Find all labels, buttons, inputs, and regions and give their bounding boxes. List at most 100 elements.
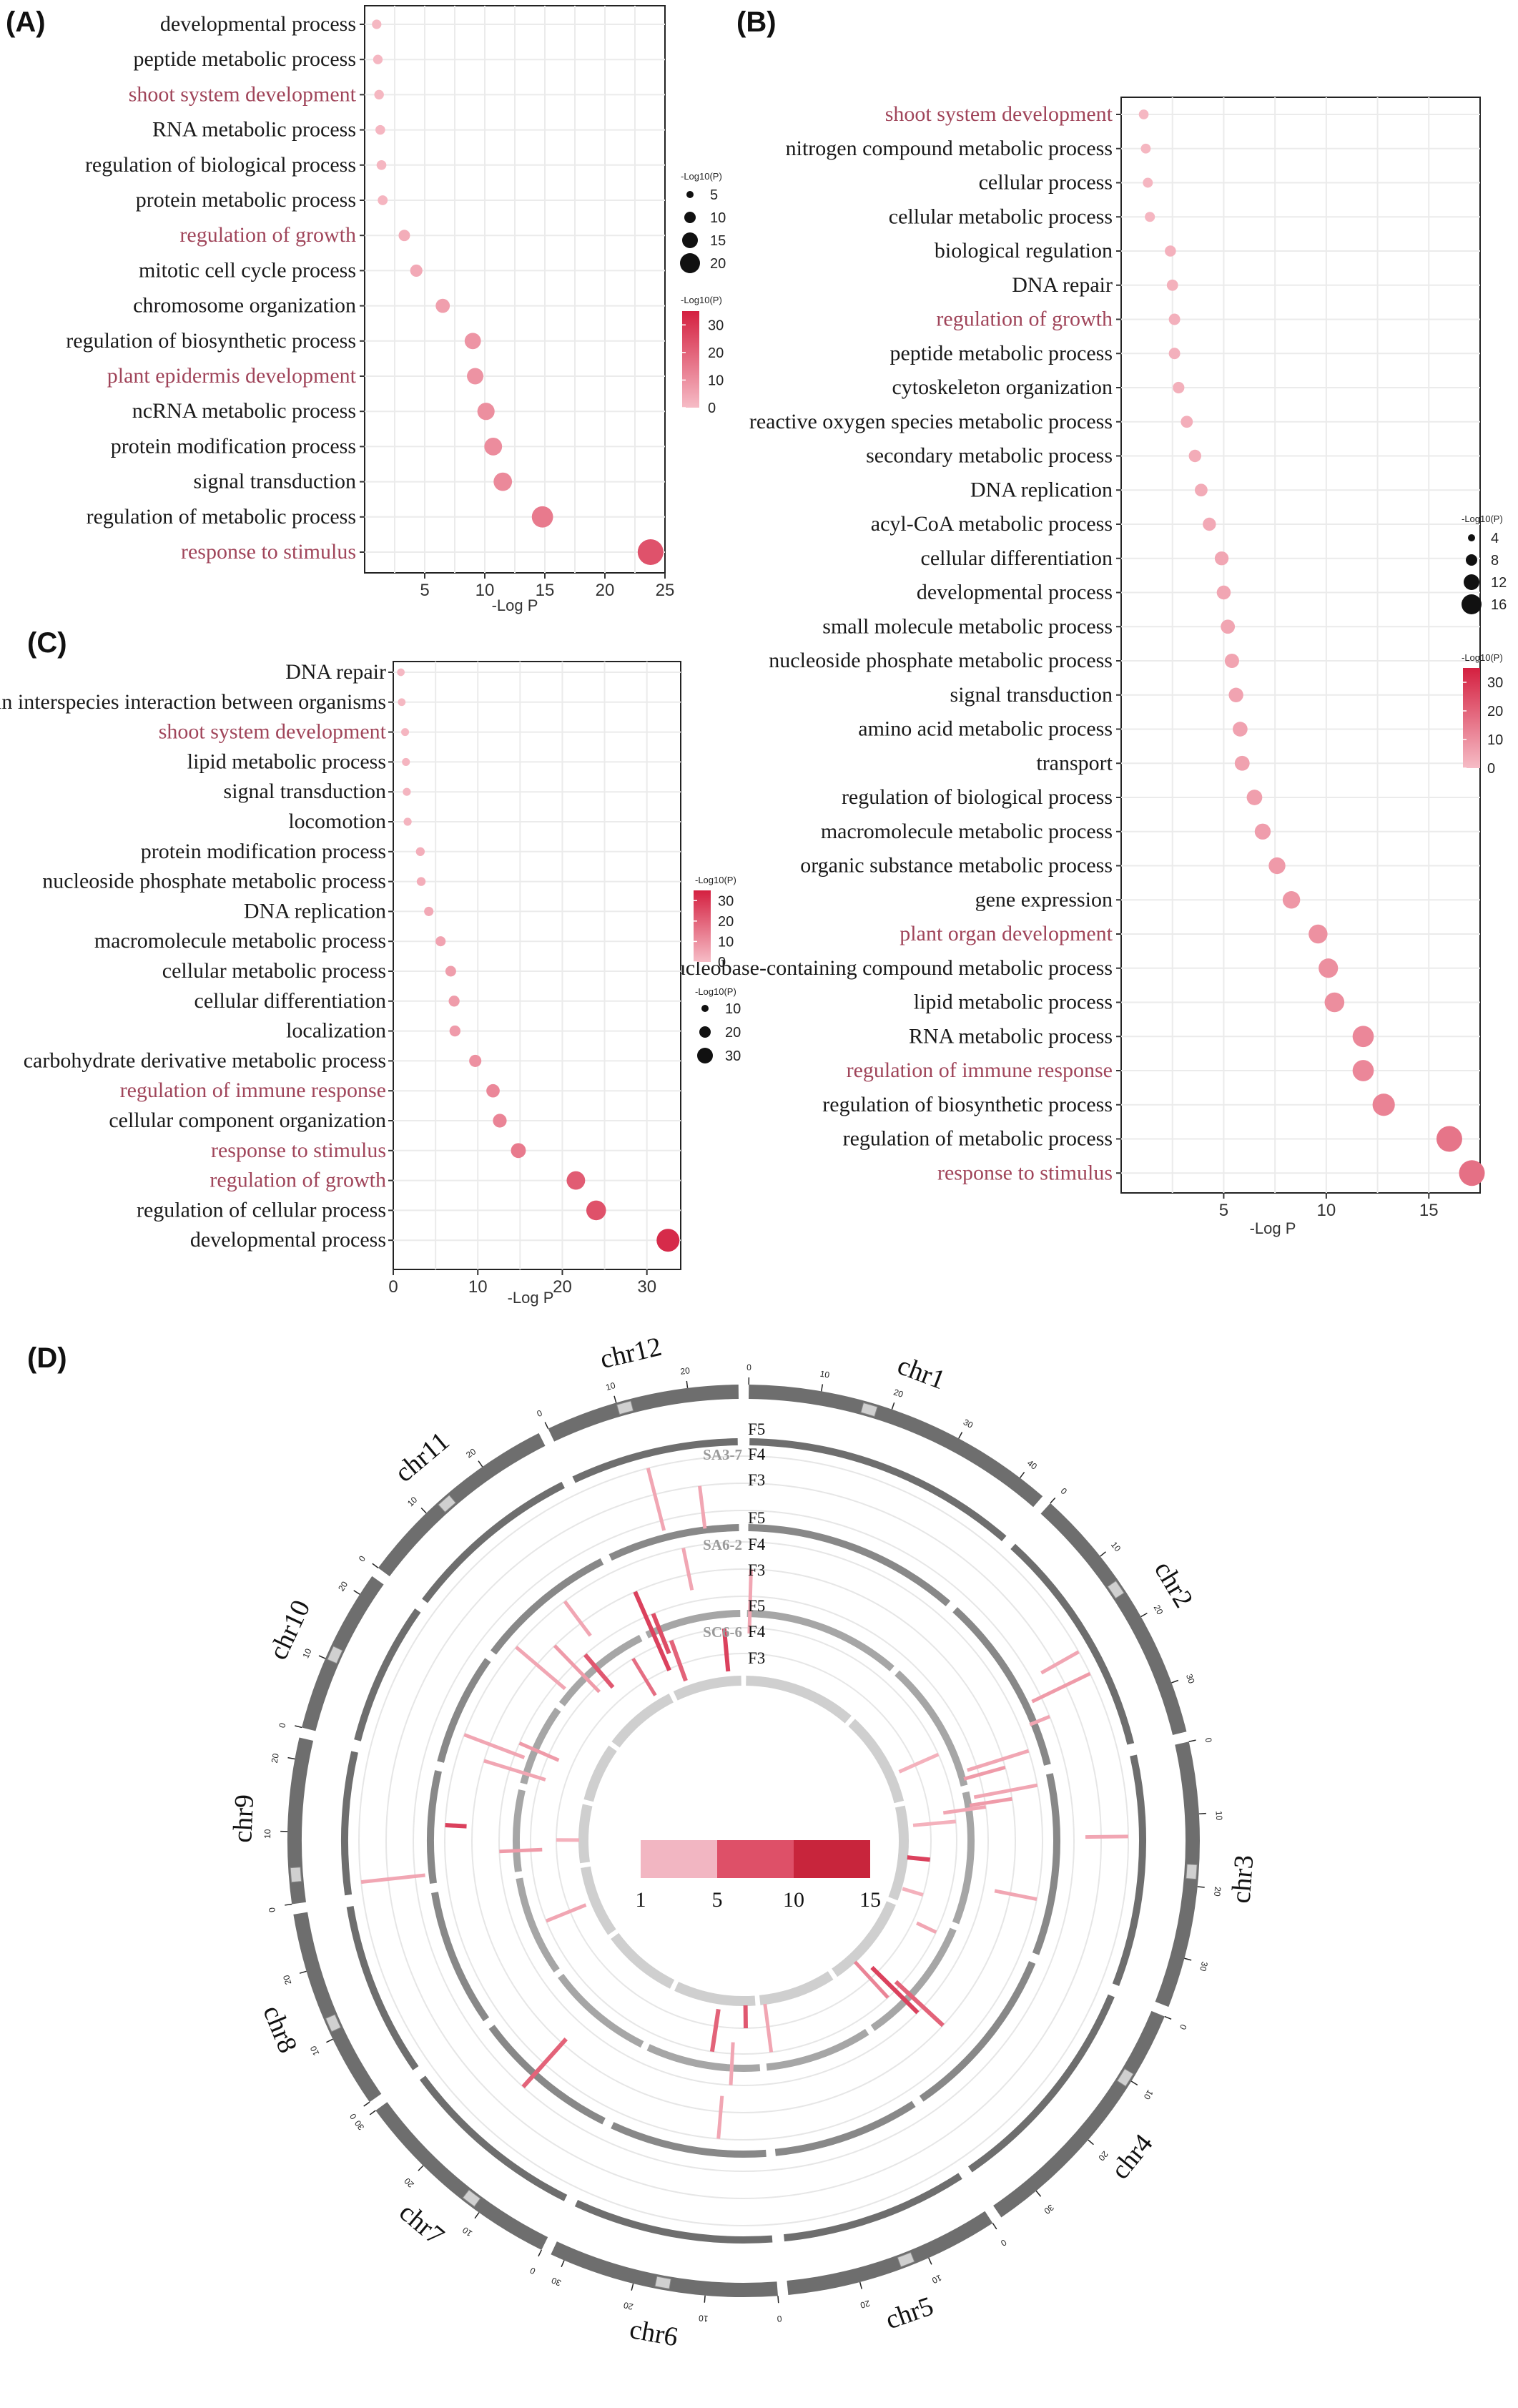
panel-b-term-label: cellular process: [979, 171, 1113, 195]
circos-qtl-mark: [499, 1847, 543, 1854]
panel-b-dot: [1233, 722, 1248, 737]
circos-chr-tick-label: 0: [348, 2111, 358, 2121]
panel-c-term-label: cellular metabolic process: [162, 959, 386, 983]
panel-a-dot: [378, 195, 388, 205]
circos-chr-tick-label: 20: [1212, 1887, 1223, 1897]
circos-track-label-f5: F5: [748, 1509, 765, 1527]
panel-b-dot: [1188, 449, 1201, 463]
panel-b-term-label: nucleobase-containing compound metabolic…: [664, 956, 1113, 980]
panel-b-term-label: small molecule metabolic process: [822, 614, 1113, 638]
panel-b-x-tick-label: 10: [1317, 1201, 1336, 1220]
circos-chr-tick: [538, 2249, 543, 2257]
panel-b-term-label: regulation of immune response: [847, 1058, 1113, 1082]
circos-sample-rings: [341, 1438, 1146, 2244]
panel-a-dot: [531, 506, 553, 528]
panel-b-dot: [1168, 313, 1181, 325]
panel-c-term-label: macromolecule metabolic process: [94, 929, 386, 953]
circos-chr-tick-label: 40: [1025, 1458, 1039, 1472]
panel-b-size-legend-label: 4: [1491, 531, 1499, 546]
panel-c-size-legend: -Log10(P) 10 20 30: [695, 986, 741, 1064]
panel-b-dot: [1224, 653, 1239, 669]
circos-chr-tick-label: 0: [267, 1907, 277, 1913]
panel-b-color-legend-label: 30: [1487, 675, 1503, 691]
panel-c-dot: [449, 1025, 460, 1037]
circos-chr-tick-label: 10: [819, 1369, 831, 1380]
panel-a-term-label: regulation of biological process: [85, 153, 356, 177]
panel-b-term-label: macromolecule metabolic process: [821, 820, 1113, 843]
panel-b-x-tick-label: 5: [1219, 1201, 1228, 1220]
circos-qtl-mark: [907, 1855, 930, 1862]
panel-b-color-legend-label: 0: [1487, 761, 1495, 777]
circos-chr-tick: [891, 1402, 895, 1410]
panel-b-x-ticks: 5 10 15: [1116, 114, 1439, 1220]
circos-chr-tick-label: 10: [308, 2044, 322, 2057]
panel-b-term-label: cellular metabolic process: [889, 205, 1113, 228]
circos-chromosome-chr1: [749, 1385, 1043, 1508]
circos-chr-tick: [820, 1384, 824, 1392]
panel-a-size-legend-dot: [680, 253, 700, 273]
circos-chr-tick-label: 10: [262, 1829, 272, 1839]
circos-chr-tick-label: 10: [605, 1380, 617, 1392]
circos-chr-tick-label: 30: [353, 2118, 366, 2132]
panel-c-x-tick-label: 20: [553, 1277, 572, 1297]
panel-c-color-legend-label: 0: [718, 955, 726, 970]
panel-b-term-label: transport: [1036, 751, 1113, 775]
circos-sample-ring-arc: [645, 1610, 741, 1638]
circos-qtl-marks: [360, 1468, 1128, 2139]
circos-chr-tick-label: 20: [464, 1446, 478, 1460]
circos-qtl-mark: [1031, 1671, 1091, 1704]
circos-chromosome-label: chr9: [227, 1794, 260, 1843]
panel-label-b: (B): [736, 6, 777, 38]
circos-track-circle: [498, 1596, 989, 2086]
circos-sample-ring-arc: [431, 1892, 490, 2022]
circos-chr-tick-label: 10: [1109, 1540, 1123, 1553]
circos-track-circles: [358, 1455, 1129, 2226]
circos-centromere-chr5: [897, 2251, 915, 2268]
panel-c-size-legend-label: 30: [725, 1048, 741, 1064]
circos-chr-tick-label: 20: [336, 1579, 350, 1593]
panel-b-term-label: signal transduction: [950, 683, 1113, 707]
circos-chromosome-label: chr8: [257, 2001, 302, 2057]
circos-chr-tick-label: 30: [1042, 2202, 1055, 2216]
panel-c-term-label: protein modification process: [141, 840, 386, 863]
panel-c-size-legend-dot: [699, 1026, 711, 1038]
panel-a-dot: [464, 333, 481, 350]
panel-a-dot: [375, 124, 385, 135]
circos-chr-tick: [318, 1655, 326, 1659]
circos-sample-ring-arc: [516, 1877, 560, 1972]
panel-a-dot: [410, 264, 423, 277]
panel-a-color-legend-label: 0: [708, 400, 716, 416]
panel-a-dot: [467, 368, 484, 385]
circos-qtl-mark: [633, 1591, 671, 1671]
circos-chromosome-chr5: [787, 2211, 993, 2295]
circos-qtl-mark: [669, 1639, 688, 1682]
circos-chr-tick-label: 10: [930, 2273, 943, 2286]
circos-qtl-mark: [973, 1783, 1038, 1799]
circos-chromosome-chr2: [1040, 1503, 1187, 1735]
panel-c-dot: [435, 936, 446, 947]
panel-a-color-legend-title: -Log10(P): [681, 295, 722, 305]
circos-qtl-mark: [463, 1733, 526, 1759]
panel-a-size-legend-dot: [686, 191, 694, 198]
circos-sample-label: SA3-7: [703, 1446, 742, 1463]
panel-a-color-legend-label: 30: [708, 318, 724, 333]
panel-b-term-label: DNA replication: [970, 478, 1113, 501]
panel-c-term-label: DNA replication: [244, 899, 386, 923]
panel-c-term-label: response to stimulus: [211, 1139, 386, 1162]
circos-chr-tick-label: 0: [999, 2237, 1009, 2249]
circos-chr-tick: [1171, 1679, 1179, 1684]
panel-b-size-legend-dot: [1466, 554, 1477, 566]
circos-sample-ring-arc: [1112, 1754, 1146, 1986]
circos-chr-tick-label: 0: [1059, 1486, 1070, 1497]
circos-sample-ring-arc: [488, 2025, 606, 2125]
panel-b-term-label: cytoskeleton organization: [892, 375, 1113, 399]
panel-c-term-label: nucleoside phosphate metabolic process: [42, 870, 386, 893]
panel-b-term-labels: shoot system development nitrogen compoun…: [664, 102, 1113, 1184]
circos-colorbar-segment: [794, 1840, 870, 1878]
circos-track-label-f4: F4: [748, 1623, 766, 1641]
panel-a-term-label: mitotic cell cycle process: [139, 258, 356, 282]
panel-b-dot: [1319, 958, 1339, 978]
circos-track-labels: F5 F4 F3 SA3-7 F5 F4 F3 SA6-2 F5 F4 F3 SC6-6: [703, 1420, 766, 1667]
circos-qtl-mark: [1029, 1714, 1050, 1726]
panel-b-term-label: peptide metabolic process: [889, 341, 1113, 365]
